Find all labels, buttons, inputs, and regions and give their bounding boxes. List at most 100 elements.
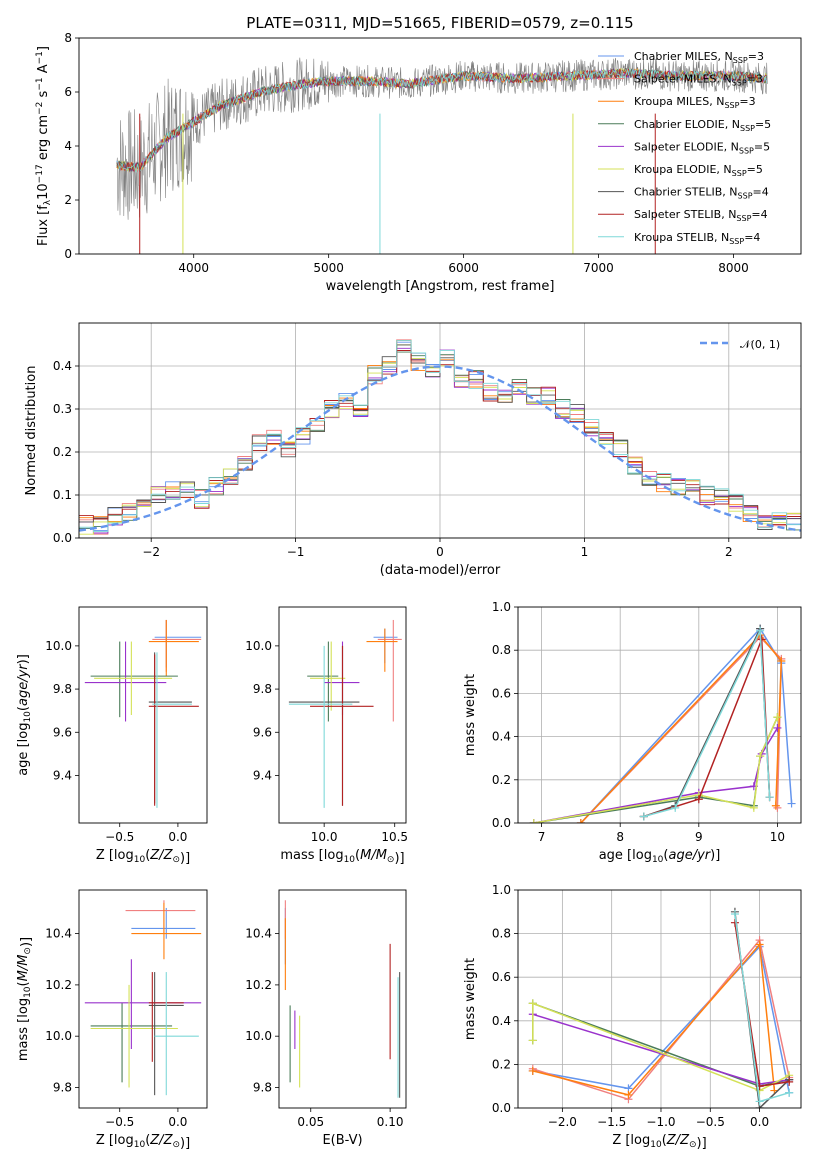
y-tick-label: 10.0 [45, 639, 72, 653]
plot-area-mass_weight_vs_age [518, 607, 801, 823]
y-tick-label: 10.2 [245, 978, 272, 992]
mass-weight-marker [785, 1088, 794, 1097]
y-tick-label: 0.1 [53, 488, 72, 502]
axes-frame [278, 606, 407, 824]
ticks-mass_vs_ebv: 0.05 0.10 9.8 10.0 10.2 10.4 [245, 927, 403, 1129]
mass-weight-marker [529, 819, 538, 823]
panel-age_vs_mass: 10.0 10.5 9.4 9.6 9.8 10.0 mass [log10(M/M⊙)] [245, 606, 408, 866]
x-tick-label: 4000 [178, 261, 209, 275]
axis-label: mass [log10(M/M⊙)] [16, 937, 34, 1061]
axes-frame [78, 322, 802, 539]
y-tick-label: 0.2 [492, 773, 511, 787]
ticks-age_vs_mass: 10.0 10.5 9.4 9.6 9.8 10.0 [245, 639, 408, 844]
mass-weight-marker [755, 1097, 764, 1106]
plot-area-mass_weight_vs_z [518, 890, 801, 1108]
mass-weight-line [580, 633, 783, 823]
x-tick-label: −0.5 [105, 1115, 134, 1129]
y-tick-label: 0.0 [492, 816, 511, 830]
ticks-mass_weight_vs_z: −2.0 −1.5 −1.0 −0.5 0.0 0.0 0.2 0.4 0.6 0.8 1.0 [492, 883, 769, 1129]
y-tick-label: 0 [64, 247, 72, 261]
x-axis-label: (data-model)/error [380, 563, 501, 578]
ticks-spectrum: 4000 5000 6000 7000 8000 0 2 4 6 8 [64, 31, 748, 275]
mass-weight-marker [787, 799, 796, 808]
residual-histogram [79, 340, 801, 533]
y-tick-label: 9.4 [253, 768, 272, 782]
axes-frame [78, 606, 208, 824]
y-axis-label: Normed distribution [24, 366, 39, 496]
axis-label: mass [log10(M/M⊙)] [280, 848, 404, 866]
ticks-mass_weight_vs_age: 7 8 9 10 0.0 0.2 0.4 0.6 0.8 1.0 [492, 600, 785, 844]
y-tick-label: 0.8 [492, 643, 511, 657]
y-axis-label: Flux [fλ10−17 erg cm−2 s−1 A−1] [35, 46, 53, 246]
legend-label: Chabrier MILES, NSSP=3 [634, 50, 764, 65]
axes-frame [78, 37, 802, 255]
mass-weight-marker [639, 812, 648, 821]
y-tick-label: 0.4 [53, 359, 72, 373]
panel-mass_weight_vs_age: 7 8 9 10 0.0 0.2 0.4 0.6 0.8 1.0 age [log10(age/yr… [463, 600, 802, 865]
mass-weight-marker [771, 801, 780, 810]
y-tick-label: 9.8 [253, 1080, 272, 1094]
x-axis-label: E(B-V) [322, 1133, 362, 1148]
y-tick-label: 8 [64, 31, 72, 45]
legend-label: Kroupa STELIB, NSSP=4 [634, 231, 760, 246]
panel-mass_vs_ebv: 0.05 0.10 9.8 10.0 10.2 10.4 E(B-V) [245, 889, 407, 1148]
mass-weight-marker [765, 793, 774, 802]
legend-label: Kroupa MILES, NSSP=3 [634, 95, 756, 110]
mass-weight-marker [777, 657, 786, 665]
x-tick-label: 0.05 [297, 1115, 324, 1129]
axis-label: age [log10(age/yr)] [16, 654, 33, 776]
y-tick-label: 1.0 [492, 600, 511, 614]
y-axis-label: mass weight [463, 674, 478, 756]
legend-label: Salpeter STELIB, NSSP=4 [634, 208, 768, 223]
x-tick-label: 10.5 [381, 830, 408, 844]
x-tick-label: 0.0 [168, 830, 187, 844]
x-tick-label: 0.0 [168, 1115, 187, 1129]
y-tick-label: 2 [64, 193, 72, 207]
plot-area-residuals [79, 323, 801, 538]
x-tick-label: 5000 [313, 261, 344, 275]
legend-label: Salpeter MILES, NSSP=3 [634, 73, 763, 88]
x-tick-label: 0.0 [750, 1115, 769, 1129]
mass-weight-marker [576, 819, 585, 823]
x-tick-label: 1 [581, 545, 589, 559]
mass-weight-line [734, 913, 790, 1103]
mass-weight-line [533, 716, 779, 823]
y-tick-label: 10.4 [45, 927, 72, 941]
axes-frame [78, 889, 208, 1109]
ticks-mass_vs_z: −0.5 0.0 9.8 10.0 10.2 10.4 [45, 927, 187, 1129]
panel-mass_weight_vs_z: −2.0 −1.5 −1.0 −0.5 0.0 0.0 0.2 0.4 0.6 0.8 1.0 Z [… [463, 883, 802, 1151]
legend-label: Chabrier ELODIE, NSSP=5 [634, 118, 771, 133]
y-tick-label: 9.6 [53, 725, 72, 739]
y-tick-label: 0.6 [492, 686, 511, 700]
mass-weight-marker [773, 713, 782, 722]
mass-weight-line [532, 945, 790, 1093]
x-axis-label: wavelength [Angstrom, rest frame] [326, 279, 555, 294]
x-tick-label: 0.10 [377, 1115, 404, 1129]
axes-frame [517, 889, 802, 1109]
mass-weight-marker [730, 909, 739, 918]
y-tick-label: 0.4 [492, 1014, 511, 1028]
legend-label: Kroupa ELODIE, NSSP=5 [634, 163, 763, 178]
mass-weight-line [533, 716, 779, 823]
ticks-residuals: −2 −1 0 1 2 0.0 0.1 0.2 0.3 0.4 [53, 359, 733, 559]
y-tick-label: 9.8 [53, 1080, 72, 1094]
panel-residuals: −2 −1 0 1 2 0.0 0.1 0.2 0.3 0.4 (data-model)/error… [24, 322, 802, 578]
x-tick-label: 8000 [718, 261, 749, 275]
mass-weight-marker [757, 635, 766, 644]
y-tick-label: 4 [64, 139, 72, 153]
x-tick-label: −1.0 [646, 1115, 675, 1129]
y-tick-label: 10.0 [245, 639, 272, 653]
y-tick-label: 9.8 [253, 682, 272, 696]
normal-pdf-curve [79, 365, 801, 532]
y-tick-label: 0.8 [492, 927, 511, 941]
plot-area-mass_vs_z [84, 900, 202, 1096]
x-tick-label: 7 [538, 830, 546, 844]
mass-weight-marker [528, 999, 537, 1008]
y-tick-label: 0.4 [492, 730, 511, 744]
axis-label: age [log10(age/yr)] [599, 848, 721, 865]
y-tick-label: 10.4 [245, 927, 272, 941]
y-tick-label: 1.0 [492, 883, 511, 897]
plot-area-spectrum [116, 57, 768, 254]
x-tick-label: 9 [695, 830, 703, 844]
